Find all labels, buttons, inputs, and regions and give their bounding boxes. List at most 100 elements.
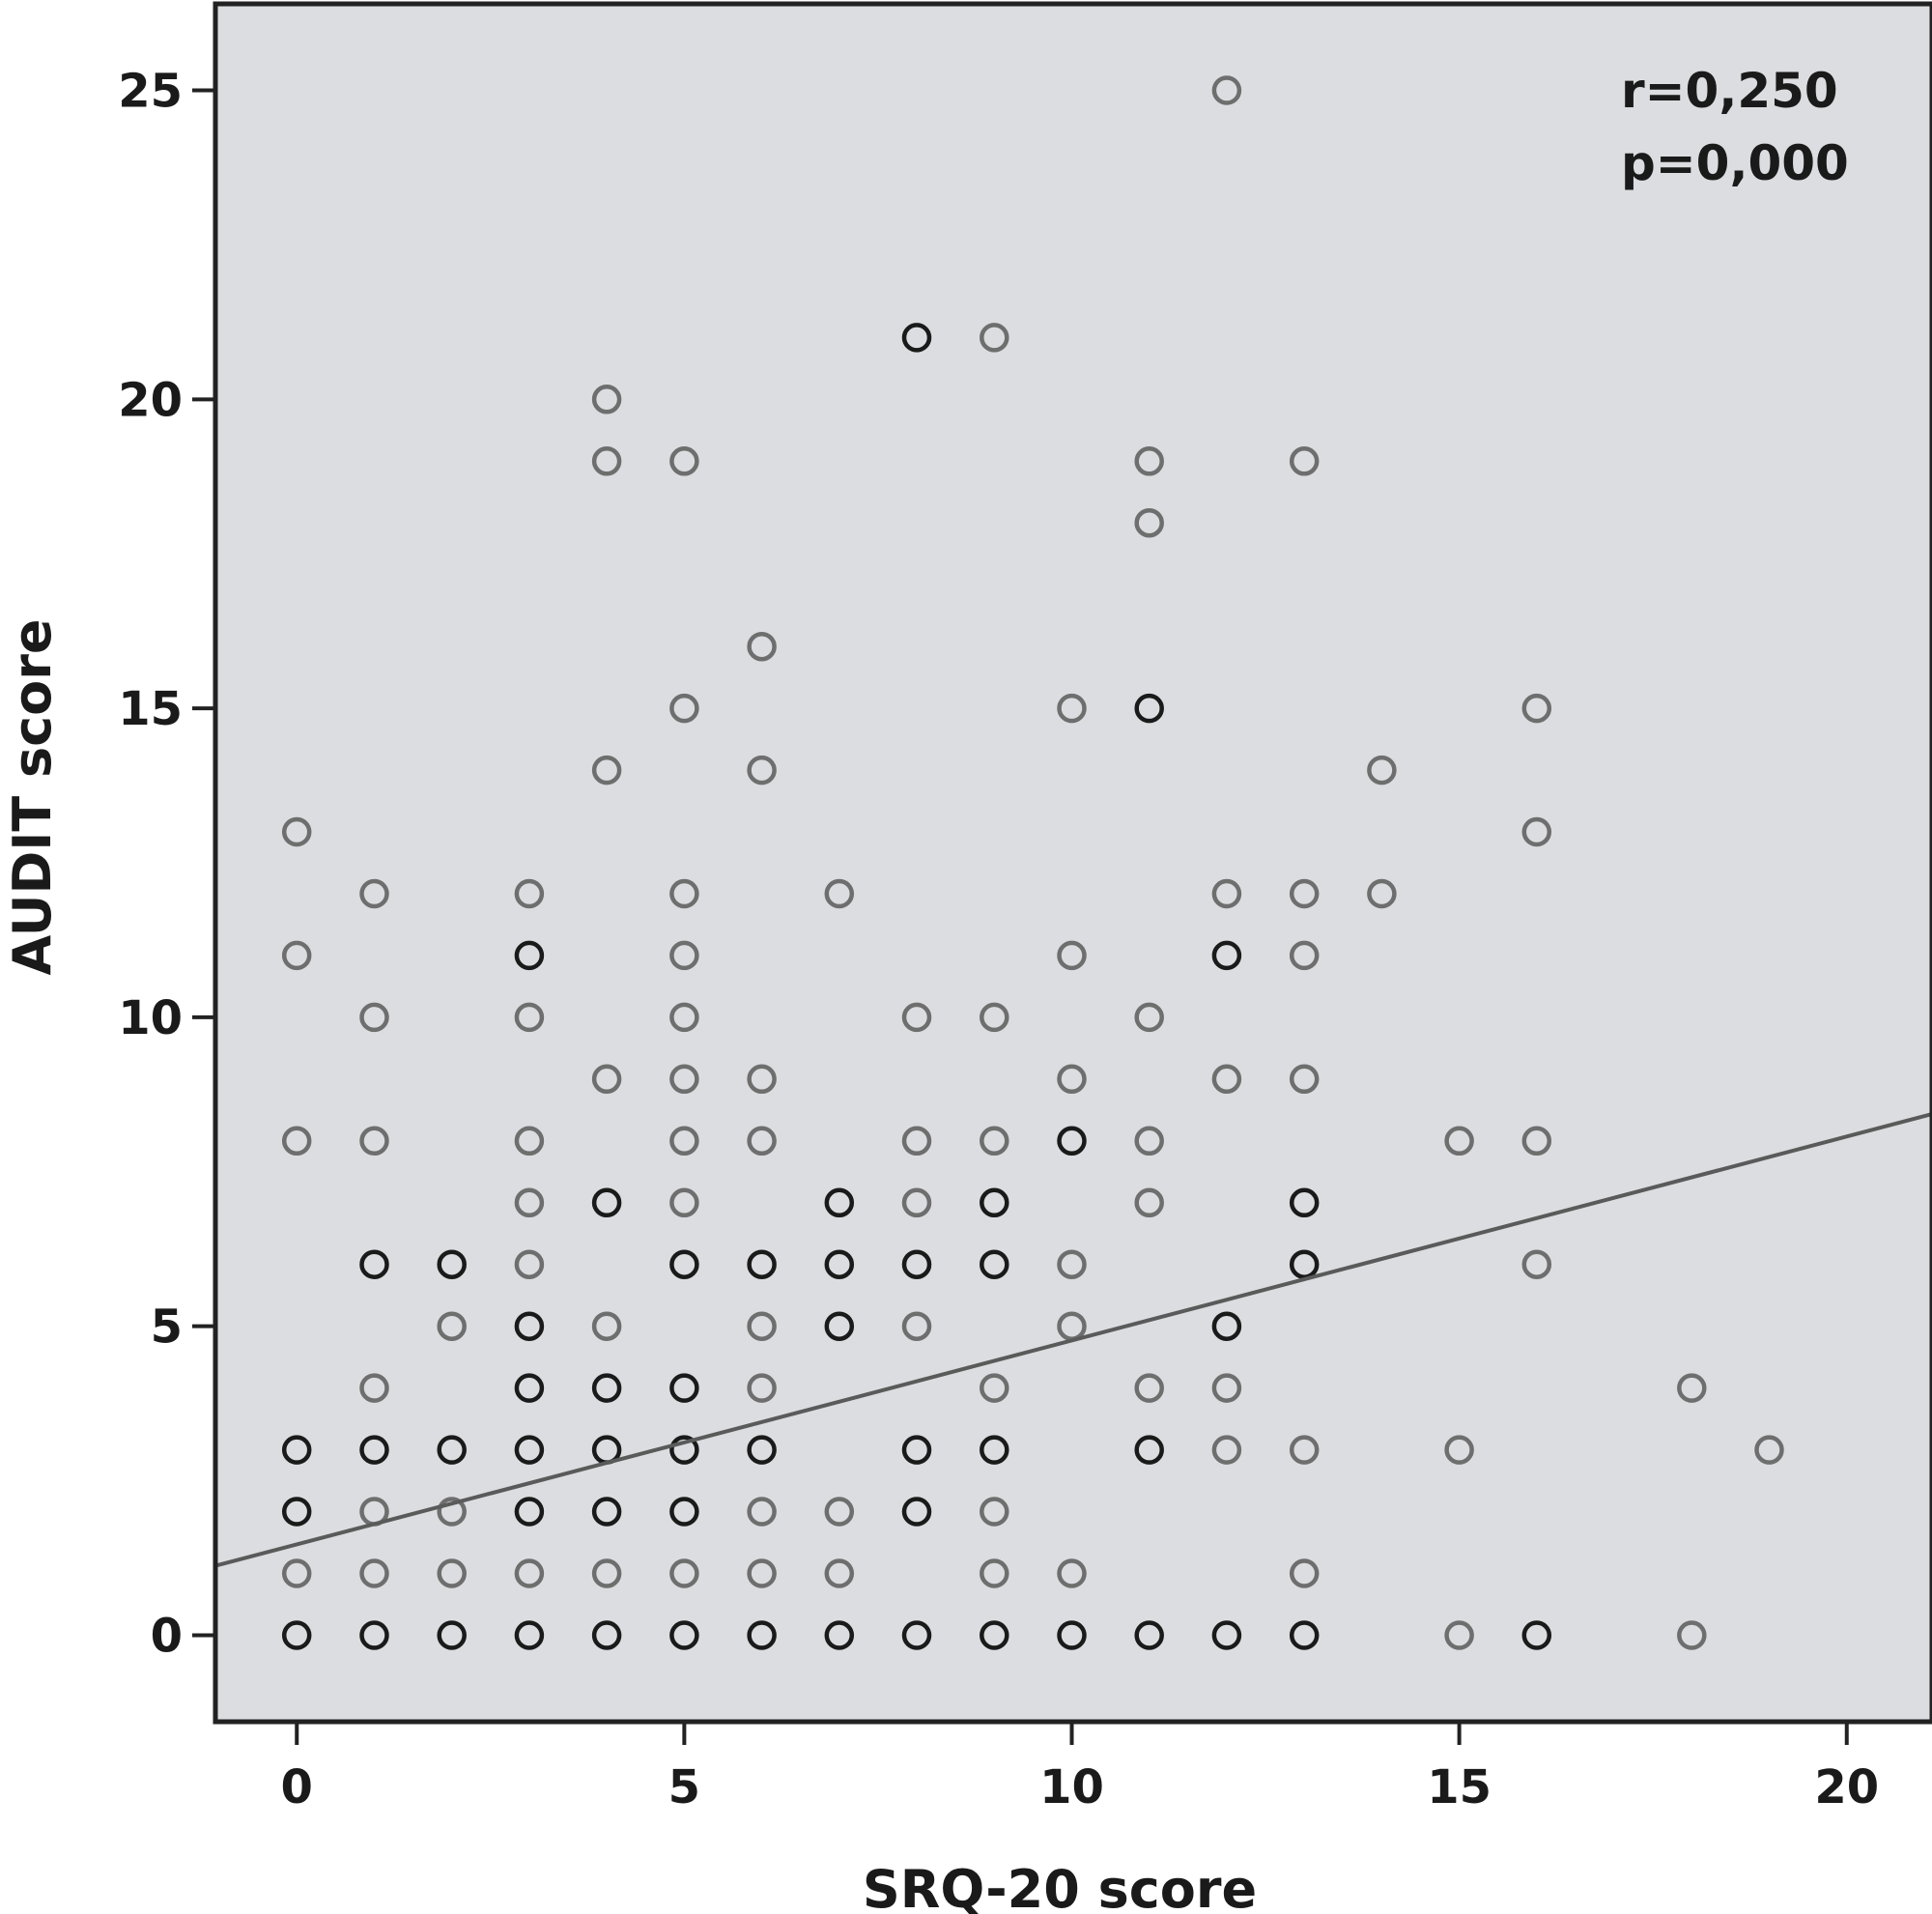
data-point xyxy=(669,446,699,476)
data-point xyxy=(1289,1187,1320,1218)
data-point xyxy=(1521,1249,1552,1279)
data-point xyxy=(669,940,699,971)
data-point xyxy=(1289,1249,1320,1279)
data-point xyxy=(824,1311,855,1341)
data-point xyxy=(514,1373,545,1403)
data-point xyxy=(1521,816,1552,847)
data-point xyxy=(591,1373,622,1403)
data-point xyxy=(1211,1373,1242,1403)
data-point xyxy=(980,1620,1009,1650)
data-point xyxy=(669,1126,699,1157)
data-point xyxy=(669,693,699,724)
data-point xyxy=(1211,1064,1242,1095)
data-point xyxy=(359,1558,389,1588)
x-tick-label: 10 xyxy=(1039,1760,1104,1814)
correlation-p: p=0,000 xyxy=(1621,135,1849,191)
data-point xyxy=(1134,1126,1164,1157)
data-point xyxy=(514,1187,545,1218)
data-point xyxy=(591,1187,622,1218)
data-point xyxy=(747,1311,777,1341)
data-point xyxy=(669,1187,699,1218)
data-point xyxy=(747,755,777,786)
data-point xyxy=(901,1620,932,1650)
data-point xyxy=(1057,1126,1087,1157)
data-point xyxy=(980,1373,1009,1403)
data-point xyxy=(1289,1558,1320,1588)
data-point xyxy=(1134,1620,1164,1650)
data-point xyxy=(437,1249,467,1279)
data-point xyxy=(514,1249,545,1279)
plot-frame xyxy=(213,1,1932,1725)
x-tick-label: 5 xyxy=(668,1760,700,1814)
data-point xyxy=(747,1064,777,1095)
data-point xyxy=(359,1249,389,1279)
data-point xyxy=(824,1497,855,1527)
data-point xyxy=(1367,878,1397,909)
data-point xyxy=(1521,693,1552,724)
data-point xyxy=(1444,1126,1474,1157)
data-point xyxy=(747,1373,777,1403)
data-point xyxy=(514,1311,545,1341)
data-point xyxy=(281,1435,312,1465)
data-point xyxy=(1289,1064,1320,1095)
data-point xyxy=(514,1558,545,1588)
y-tick-label: 20 xyxy=(118,373,183,427)
data-point xyxy=(980,323,1009,353)
data-point xyxy=(281,940,312,971)
data-point xyxy=(824,878,855,909)
data-point xyxy=(359,1620,389,1650)
data-point xyxy=(281,1620,312,1650)
data-point xyxy=(1289,878,1320,909)
data-point xyxy=(747,1558,777,1588)
data-point xyxy=(1444,1620,1474,1650)
data-point xyxy=(1211,1620,1242,1650)
data-point xyxy=(1444,1435,1474,1465)
data-point xyxy=(669,1435,699,1465)
data-point xyxy=(514,940,545,971)
data-point xyxy=(591,446,622,476)
data-point xyxy=(1134,693,1164,724)
data-point xyxy=(1134,1373,1164,1403)
data-point xyxy=(591,1311,622,1341)
data-point xyxy=(824,1558,855,1588)
data-point xyxy=(514,1126,545,1157)
data-point xyxy=(514,1497,545,1527)
data-point xyxy=(591,1558,622,1588)
data-point xyxy=(980,1558,1009,1588)
data-point xyxy=(1754,1435,1784,1465)
y-axis: 0 5 10 15 20 25 xyxy=(118,65,215,1663)
data-point xyxy=(1677,1373,1707,1403)
regression-line xyxy=(214,1112,1932,1568)
data-point xyxy=(591,1497,622,1527)
data-point xyxy=(359,1002,389,1033)
data-point xyxy=(980,1249,1009,1279)
data-point xyxy=(359,1126,389,1157)
data-point xyxy=(980,1126,1009,1157)
data-point xyxy=(514,1435,545,1465)
data-point xyxy=(747,1126,777,1157)
data-point xyxy=(437,1620,467,1650)
y-tick-label: 15 xyxy=(118,682,183,736)
data-point xyxy=(591,385,622,414)
data-point xyxy=(1134,1187,1164,1218)
data-point xyxy=(669,1558,699,1588)
data-point xyxy=(359,1373,389,1403)
data-point xyxy=(281,816,312,847)
data-point xyxy=(1134,1002,1164,1033)
data-point xyxy=(669,1249,699,1279)
correlation-r: r=0,250 xyxy=(1621,63,1838,119)
data-point xyxy=(980,1002,1009,1033)
data-point xyxy=(747,1249,777,1279)
data-point xyxy=(1134,446,1164,476)
data-point xyxy=(980,1497,1009,1527)
y-axis-title: AUDIT score xyxy=(2,618,63,975)
data-point xyxy=(1134,507,1164,538)
data-point xyxy=(281,1558,312,1588)
x-tick-label: 20 xyxy=(1814,1760,1879,1814)
data-point xyxy=(669,1497,699,1527)
data-point xyxy=(1211,940,1242,971)
data-point xyxy=(437,1497,467,1527)
data-point xyxy=(901,1187,932,1218)
data-point xyxy=(669,1620,699,1650)
data-point xyxy=(437,1558,467,1588)
